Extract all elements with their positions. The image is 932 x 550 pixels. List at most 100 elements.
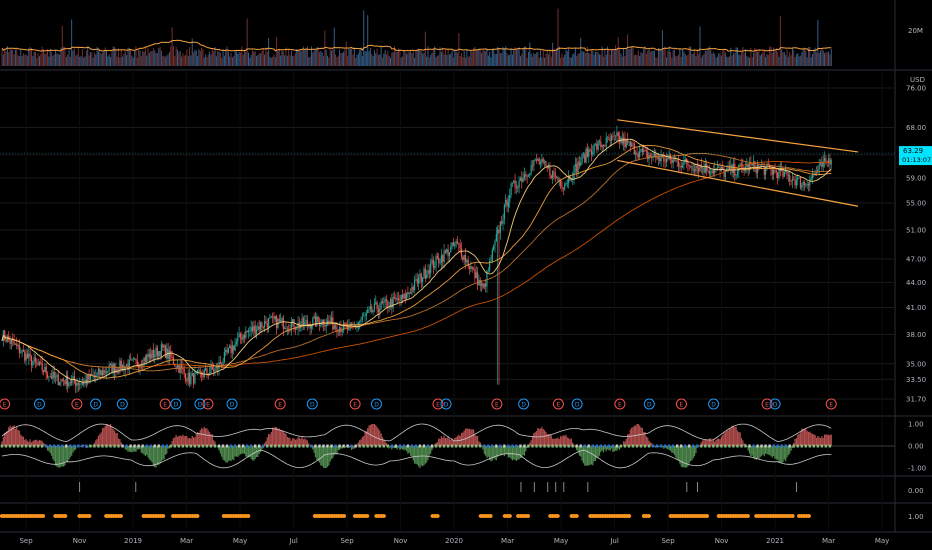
candle-body [76, 383, 78, 386]
osc-bar [829, 435, 831, 446]
candle [21, 349, 23, 358]
candle [506, 197, 508, 213]
candle [164, 344, 167, 359]
osc-bar [661, 446, 664, 448]
dividend-marker[interactable]: D [643, 398, 655, 410]
osc-zero-dot [209, 444, 213, 448]
dividend-marker[interactable]: D [306, 398, 318, 410]
candle-body [786, 170, 788, 176]
candle [683, 155, 685, 170]
dividend-marker[interactable]: D [90, 398, 102, 410]
channel-lower-line[interactable] [617, 159, 859, 207]
candle [389, 297, 392, 310]
candle-body [556, 177, 558, 178]
earnings-marker[interactable]: E [202, 398, 214, 410]
osc-bar [221, 446, 223, 457]
osc-bar [822, 437, 824, 446]
candle [144, 354, 146, 364]
dividend-marker[interactable]: D [769, 398, 781, 410]
osc-axis-label-2: -1.00 [908, 465, 926, 473]
dividend-marker[interactable]: D [226, 398, 238, 410]
candle-body [530, 165, 532, 174]
candle [199, 367, 201, 378]
earnings-marker[interactable]: E [491, 398, 503, 410]
candle [552, 170, 554, 184]
osc-bar [171, 440, 173, 446]
earnings-marker[interactable]: E [552, 398, 564, 410]
candle [302, 315, 305, 330]
dividend-marker[interactable]: D [194, 398, 206, 410]
dividend-marker[interactable]: D [708, 398, 720, 410]
candle-body [316, 316, 318, 327]
osc-bar [218, 446, 220, 451]
candle [735, 174, 737, 180]
candle [215, 363, 217, 372]
event-circle [306, 398, 318, 410]
osc-zero-dot [567, 444, 570, 448]
time-tick-label-1: Nov [73, 537, 87, 545]
osc-zero-dot [635, 444, 639, 448]
earnings-marker[interactable]: E [614, 398, 626, 410]
osc-zero-dot [764, 444, 767, 448]
earnings-marker[interactable]: E [432, 398, 444, 410]
dividend-marker[interactable]: D [371, 398, 382, 410]
earnings-marker[interactable]: E [71, 398, 83, 410]
osc-bar [511, 446, 514, 461]
osc-bar [132, 446, 134, 452]
earnings-marker[interactable]: E [761, 398, 773, 410]
signal-dot [341, 514, 347, 518]
osc-bar [234, 446, 236, 457]
signal-dots [0, 514, 811, 518]
earnings-marker[interactable]: E [675, 398, 687, 410]
osc-bar [356, 444, 358, 446]
osc-bar [657, 446, 660, 448]
dividend-marker[interactable]: D [116, 398, 128, 410]
dividend-marker[interactable]: D [518, 398, 530, 410]
dividend-marker[interactable]: D [571, 398, 583, 410]
ma-line-100 [1, 152, 832, 372]
candle-body [183, 369, 185, 374]
osc-bar [702, 440, 704, 446]
osc-bar [614, 446, 617, 451]
osc-zero-dot [410, 444, 414, 448]
candle [247, 327, 250, 339]
candle-body [120, 360, 122, 371]
time-tick-label-11: Jul [609, 537, 619, 545]
candle-body [418, 277, 420, 284]
candle-body [456, 241, 459, 243]
signal-dot [555, 514, 560, 518]
dividend-marker[interactable]: D [440, 398, 452, 410]
earnings-marker[interactable]: E [159, 398, 171, 410]
candle [383, 296, 385, 308]
event-circle [552, 398, 564, 410]
candle-body [659, 157, 661, 162]
candle [373, 298, 376, 313]
candle-body [447, 249, 449, 256]
earnings-marker[interactable]: E [274, 398, 286, 410]
candle-body [32, 361, 34, 366]
candle-body [235, 341, 238, 345]
candle-body [257, 326, 259, 330]
candle-body [321, 319, 323, 325]
candle-body [40, 361, 42, 363]
candle-body [258, 326, 260, 330]
dividend-marker[interactable]: D [170, 398, 182, 410]
candle-body [463, 255, 465, 260]
earnings-marker[interactable]: E [349, 398, 361, 410]
osc-zero-dot [253, 444, 257, 448]
osc-bar [531, 436, 534, 446]
candle-body [238, 333, 240, 338]
channel-upper-line[interactable] [617, 119, 859, 153]
earnings-marker[interactable]: E [0, 398, 11, 410]
earnings-marker[interactable]: E [825, 398, 837, 410]
dividend-marker[interactable]: D [33, 398, 45, 410]
osc-bar [503, 446, 505, 457]
time-tick-label-13: Nov [715, 537, 729, 545]
osc-zero-dot [744, 444, 747, 448]
candle-body [37, 363, 39, 365]
osc-zero-dot [258, 444, 261, 448]
candle [393, 291, 396, 300]
candle-body [16, 344, 18, 346]
